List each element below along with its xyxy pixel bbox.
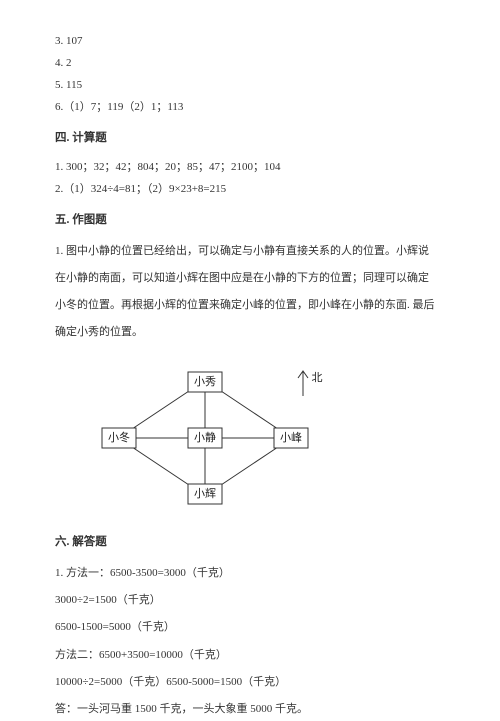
sec5-para-1: 1. 图中小静的位置已经给出，可以确定与小静有直接关系的人的位置。小辉说 xyxy=(55,240,445,263)
sec6-line-6: 答：一头河马重 1500 千克，一头大象重 5000 千克。 xyxy=(55,698,445,721)
edge-feng-hui xyxy=(218,447,278,487)
node-hui: 小辉 xyxy=(188,484,222,504)
section-4-title: 四. 计算题 xyxy=(55,128,445,150)
sec5-para-3: 小冬的位置。再根据小辉的位置来确定小峰的位置，即小峰在小静的东面. 最后 xyxy=(55,294,445,317)
svg-text:小静: 小静 xyxy=(194,430,216,444)
sec4-line-2: 2.（1）324÷4=81；（2）9×23+8=215 xyxy=(55,179,445,200)
node-feng: 小峰 xyxy=(274,428,308,448)
position-diagram: 北 小秀 小冬 小静 小峰 小辉 xyxy=(85,358,445,518)
svg-text:小秀: 小秀 xyxy=(194,375,216,388)
answer-4: 4. 2 xyxy=(55,53,445,74)
answer-3: 3. 107 xyxy=(55,31,445,52)
svg-text:小冬: 小冬 xyxy=(108,430,130,444)
node-dong: 小冬 xyxy=(102,428,136,448)
edge-dong-hui xyxy=(132,447,192,487)
section-6-title: 六. 解答题 xyxy=(55,532,445,554)
edge-xiu-feng xyxy=(218,389,278,429)
svg-text:小峰: 小峰 xyxy=(280,431,302,444)
svg-text:小辉: 小辉 xyxy=(194,487,216,500)
node-jing: 小静 xyxy=(188,428,222,448)
sec6-line-4: 方法二：6500+3500=10000（千克） xyxy=(55,644,445,667)
section-5-title: 五. 作图题 xyxy=(55,210,445,232)
answer-6: 6.（1）7；119（2）1；113 xyxy=(55,97,445,118)
sec4-line-1: 1. 300；32；42；804；20；85；47；2100；104 xyxy=(55,157,445,178)
node-xiu: 小秀 xyxy=(188,372,222,392)
sec6-line-5: 10000÷2=5000（千克）6500-5000=1500（千克） xyxy=(55,671,445,694)
edge-xiu-dong xyxy=(132,389,192,429)
sec6-line-3: 6500-1500=5000（千克） xyxy=(55,616,445,639)
answer-5: 5. 115 xyxy=(55,75,445,96)
sec6-line-2: 3000÷2=1500（千克） xyxy=(55,589,445,612)
sec6-line-1: 1. 方法一：6500-3500=3000（千克） xyxy=(55,562,445,585)
sec5-para-2: 在小静的南面，可以知道小辉在图中应是在小静的下方的位置；同理可以确定 xyxy=(55,267,445,290)
north-label: 北 xyxy=(312,371,323,384)
sec5-para-4: 确定小秀的位置。 xyxy=(55,321,445,344)
